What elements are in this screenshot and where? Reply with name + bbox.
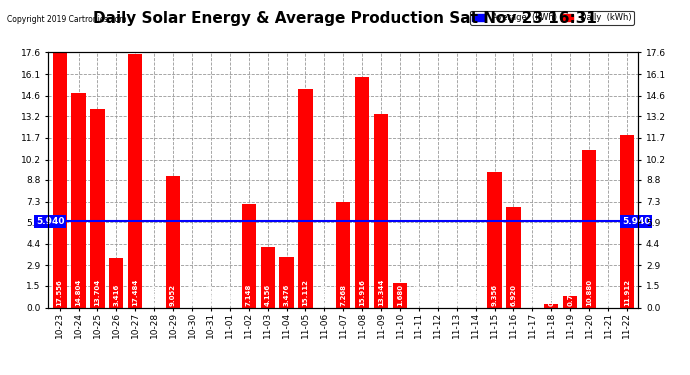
Text: 13.704: 13.704: [95, 279, 101, 306]
Text: 0.000: 0.000: [435, 284, 441, 306]
Text: 3.416: 3.416: [113, 284, 119, 306]
Text: 0.000: 0.000: [529, 284, 535, 306]
Text: Daily Solar Energy & Average Production Sat Nov 23 16:31: Daily Solar Energy & Average Production …: [93, 11, 597, 26]
Text: 1.680: 1.680: [397, 284, 403, 306]
Text: 14.804: 14.804: [75, 279, 81, 306]
Bar: [544, 304, 558, 307]
Bar: [487, 172, 502, 308]
Text: 0.760: 0.760: [567, 284, 573, 306]
Text: 5.940: 5.940: [622, 217, 651, 226]
Bar: [563, 297, 578, 307]
Legend: Average  (kWh), Daily  (kWh): Average (kWh), Daily (kWh): [470, 11, 634, 25]
Bar: [72, 93, 86, 308]
Text: 9.356: 9.356: [491, 284, 497, 306]
Text: 15.112: 15.112: [302, 279, 308, 306]
Bar: [261, 247, 275, 308]
Text: 0.000: 0.000: [189, 284, 195, 306]
Text: 0.224: 0.224: [549, 284, 554, 306]
Bar: [279, 257, 294, 307]
Text: 0.000: 0.000: [454, 284, 460, 306]
Text: 7.148: 7.148: [246, 284, 252, 306]
Bar: [506, 207, 520, 308]
Text: 15.916: 15.916: [359, 279, 365, 306]
Text: 17.556: 17.556: [57, 279, 63, 306]
Text: 0.000: 0.000: [473, 284, 479, 306]
Text: 0.000: 0.000: [605, 284, 611, 306]
Bar: [355, 77, 369, 308]
Bar: [166, 176, 180, 308]
Text: 0.000: 0.000: [151, 284, 157, 306]
Bar: [582, 150, 596, 308]
Text: 0.000: 0.000: [416, 284, 422, 306]
Bar: [90, 109, 105, 307]
Text: 6.920: 6.920: [511, 284, 516, 306]
Text: Copyright 2019 Cartronics.com: Copyright 2019 Cartronics.com: [7, 15, 126, 24]
Text: 0.000: 0.000: [227, 284, 233, 306]
Text: 11.912: 11.912: [624, 279, 630, 306]
Bar: [374, 114, 388, 308]
Text: 10.880: 10.880: [586, 279, 592, 306]
Text: 0.000: 0.000: [208, 284, 214, 306]
Bar: [393, 283, 407, 308]
Bar: [128, 54, 142, 307]
Text: 17.484: 17.484: [132, 279, 138, 306]
Bar: [620, 135, 634, 308]
Text: 5.940: 5.940: [36, 217, 64, 226]
Text: 4.156: 4.156: [265, 284, 270, 306]
Text: 3.476: 3.476: [284, 284, 290, 306]
Text: 13.344: 13.344: [378, 279, 384, 306]
Bar: [241, 204, 256, 308]
Text: 7.268: 7.268: [340, 284, 346, 306]
Bar: [298, 88, 313, 308]
Bar: [109, 258, 124, 308]
Bar: [52, 53, 67, 307]
Bar: [336, 202, 351, 308]
Text: 0.000: 0.000: [322, 284, 327, 306]
Text: 9.052: 9.052: [170, 284, 176, 306]
